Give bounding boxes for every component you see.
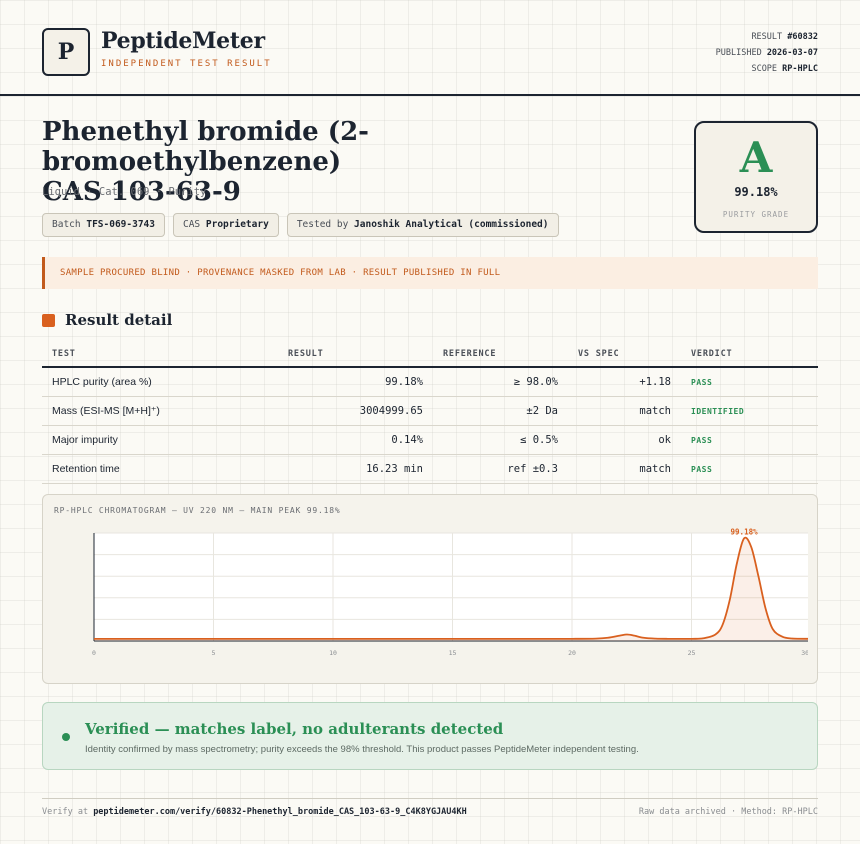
x-tick-label: 10: [329, 649, 337, 657]
published-date: 2026-03-07: [766, 48, 818, 58]
tag-value: Proprietary: [205, 219, 269, 230]
published-label: PUBLISHED: [715, 48, 762, 58]
square-icon: [42, 313, 55, 327]
test-name: Retention time: [42, 454, 278, 484]
column-header: RESULT: [278, 342, 433, 368]
result-value: 99.18%: [278, 367, 433, 397]
verdict-badge: PASS: [681, 454, 818, 484]
result-meta: RESULT #60832 PUBLISHED 2026-03-07 SCOPE…: [716, 29, 818, 77]
chromatogram-panel: RP-HPLC CHROMATOGRAM — UV 220 NM — MAIN …: [42, 494, 818, 684]
table-row: Retention time 16.23 min ref ±0.3 match …: [42, 454, 818, 484]
tested-by-tag: Tested by Janoshik Analytical (commissio…: [286, 213, 559, 237]
series-line: [94, 536, 808, 640]
tagline: INDEPENDENT TEST RESULT: [101, 59, 272, 69]
result-value: 0.14%: [278, 425, 433, 455]
table-header-row: TEST RESULT REFERENCE VS SPEC VERDICT: [42, 342, 818, 368]
product-subtitle: Liquid · Cat. 069 · Purity: [42, 186, 207, 198]
x-tick-label: 25: [688, 649, 696, 657]
x-tick-label: 15: [449, 649, 457, 657]
column-header: TEST: [42, 342, 278, 368]
column-header: VS SPEC: [568, 342, 681, 368]
scope-label: SCOPE: [751, 64, 778, 74]
logo-icon: P: [42, 28, 90, 76]
test-name: HPLC purity (area %): [42, 367, 278, 397]
test-name: Mass (ESI-MS [M+H]⁺): [42, 396, 278, 426]
chromatogram-chart: 0 5 10 15 20 25 30min 99.18%: [92, 527, 808, 657]
vs-spec-value: match: [568, 396, 681, 426]
result-label: RESULT: [751, 32, 783, 42]
tag-label: Tested by: [296, 219, 349, 230]
footer: Verify at peptidemeter.com/verify/60832-…: [42, 798, 818, 819]
footer-method: Raw data archived · Method: RP-HPLC: [638, 807, 818, 817]
x-tick-label: 5: [212, 649, 216, 657]
purity-grade-card: A 99.18% PURITY GRADE: [694, 121, 818, 233]
verified-description: Identity confirmed by mass spectrometry;…: [85, 744, 639, 755]
tag-label: Batch: [52, 219, 81, 230]
verify-label: Verify at: [42, 807, 89, 817]
vs-spec-value: match: [568, 454, 681, 484]
result-value: 16.23 min: [278, 454, 433, 484]
vs-spec-value: +1.18: [568, 367, 681, 397]
result-id: #60832: [787, 32, 818, 42]
verdict-badge: IDENTIFIED: [681, 396, 818, 426]
verdict-badge: PASS: [681, 425, 818, 455]
x-tick-label: 0: [92, 649, 96, 657]
cas-tag: CAS Proprietary: [172, 213, 279, 237]
table-row: Mass (ESI-MS [M+H]⁺) 3004999.65 ±2 Da ma…: [42, 396, 818, 426]
grade-letter: A: [739, 133, 773, 182]
column-header: REFERENCE: [433, 342, 568, 368]
section-heading: Result detail: [42, 311, 172, 329]
x-tick-label: 20: [568, 649, 576, 657]
scope-value: RP-HPLC: [782, 64, 818, 74]
reference-value: ref ±0.3: [433, 454, 568, 484]
verify-link[interactable]: peptidemeter.com/verify/60832-Phenethyl_…: [93, 807, 467, 817]
table-row: Major impurity 0.14% ≤ 0.5% ok PASS: [42, 425, 818, 455]
tag-value: TFS-069-3743: [86, 219, 155, 230]
batch-tag: Batch TFS-069-3743: [42, 213, 165, 237]
result-value: 3004999.65: [278, 396, 433, 426]
reference-value: ±2 Da: [433, 396, 568, 426]
tag-value: Janoshik Analytical (commissioned): [354, 219, 549, 230]
chart-title: RP-HPLC CHROMATOGRAM — UV 220 NM — MAIN …: [54, 506, 341, 515]
test-name: Major impurity: [42, 425, 278, 455]
grade-label: PURITY GRADE: [722, 210, 790, 219]
status-dot-icon: [62, 733, 70, 741]
header: P PeptideMeter INDEPENDENT TEST RESULT R…: [0, 0, 860, 96]
tag-list: Batch TFS-069-3743 CAS Proprietary Teste…: [42, 213, 559, 237]
series-area: [94, 537, 808, 641]
verified-banner: Verified — matches label, no adulterants…: [42, 702, 818, 770]
peak-label: 99.18%: [731, 527, 759, 536]
title-line-2: CAS 103-63-9: [42, 177, 241, 207]
brand-name: PeptideMeter: [101, 28, 265, 54]
grade-value: 99.18%: [734, 185, 778, 199]
tag-label: CAS: [182, 219, 201, 230]
title-line-1: Phenethyl bromide (2-bromoethylbenzene): [42, 117, 369, 177]
vs-spec-value: ok: [568, 425, 681, 455]
reference-value: ≥ 98.0%: [433, 367, 568, 397]
plot-area: [94, 533, 808, 641]
table-row: HPLC purity (area %) 99.18% ≥ 98.0% +1.1…: [42, 367, 818, 397]
verified-title: Verified — matches label, no adulterants…: [85, 720, 504, 738]
results-table: TEST RESULT REFERENCE VS SPEC VERDICT HP…: [42, 342, 818, 484]
notice-banner: SAMPLE PROCURED BLIND · PROVENANCE MASKE…: [42, 257, 818, 289]
verdict-badge: PASS: [681, 367, 818, 397]
reference-value: ≤ 0.5%: [433, 425, 568, 455]
x-tick-label: 30min: [801, 649, 808, 657]
page-title: Phenethyl bromide (2-bromoethylbenzene) …: [42, 117, 662, 207]
column-header: VERDICT: [681, 342, 818, 368]
section-title: Result detail: [65, 311, 173, 329]
